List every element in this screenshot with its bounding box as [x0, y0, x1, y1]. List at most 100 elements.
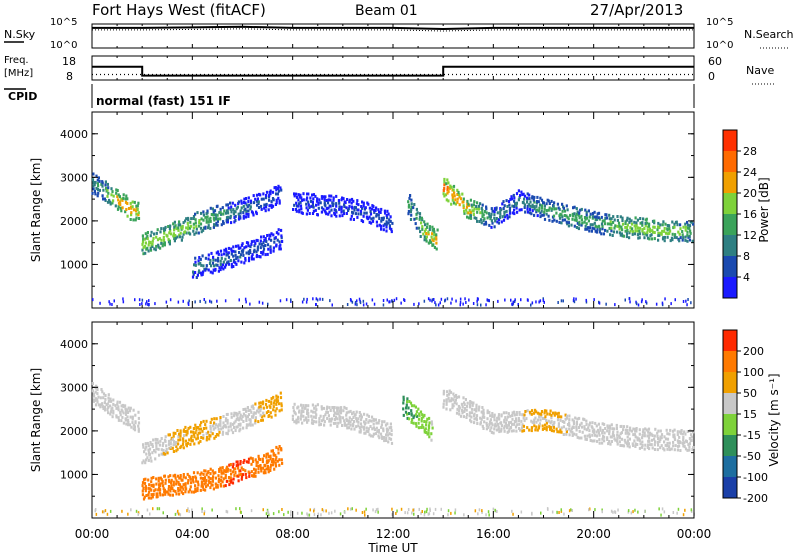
data-cell [107, 186, 110, 190]
data-cell [163, 474, 166, 478]
data-cell [513, 205, 516, 208]
data-cell [372, 205, 375, 208]
data-cell [391, 513, 393, 517]
data-cell [371, 219, 375, 223]
data-cell [350, 214, 353, 218]
data-cell [411, 418, 414, 422]
data-cell [247, 259, 251, 263]
data-cell [344, 201, 347, 205]
data-cell [202, 264, 205, 268]
data-cell [280, 404, 283, 408]
data-cell [207, 226, 210, 230]
data-cell [265, 452, 268, 456]
x-axis-label: Time UT [367, 541, 418, 554]
data-cell [672, 435, 675, 439]
data-cell [606, 436, 609, 440]
data-cell [560, 299, 563, 303]
data-cell [644, 509, 646, 513]
data-cell [644, 427, 647, 431]
data-cell [147, 448, 150, 452]
data-cell [162, 448, 165, 452]
data-cell [116, 207, 120, 211]
data-cell [227, 246, 230, 250]
data-cell [382, 299, 385, 302]
data-cell [502, 207, 505, 210]
data-cell [578, 211, 581, 215]
data-cell [137, 424, 140, 428]
data-cell [250, 240, 253, 244]
data-cell [199, 439, 202, 443]
data-cell [513, 212, 516, 216]
data-cell [205, 419, 208, 423]
data-cell [167, 487, 170, 491]
data-cell [233, 411, 236, 415]
data-cell [120, 197, 123, 201]
data-cell [186, 472, 189, 476]
data-cell [624, 298, 626, 302]
data-cell [326, 410, 329, 414]
data-cell [408, 196, 411, 200]
data-cell [141, 240, 145, 244]
data-cell [202, 213, 205, 217]
data-cell [278, 199, 281, 203]
data-cell [343, 205, 346, 209]
velocity-data-layer [91, 382, 695, 517]
data-cell [625, 442, 629, 446]
data-cell [193, 442, 196, 446]
data-cell [603, 439, 606, 443]
data-cell [154, 457, 157, 461]
data-cell [259, 246, 262, 250]
data-cell [474, 509, 477, 513]
data-cell [158, 486, 161, 490]
data-cell [205, 432, 208, 435]
data-cell [229, 259, 232, 262]
data-cell [233, 210, 236, 214]
data-cell [301, 211, 304, 215]
data-cell [250, 242, 253, 246]
data-cell [142, 443, 145, 447]
data-cell [391, 221, 394, 225]
data-cell [590, 229, 593, 233]
data-cell [515, 429, 518, 433]
data-cell [628, 445, 631, 449]
data-cell [647, 443, 650, 447]
data-cell [481, 424, 484, 428]
data-cell [254, 471, 257, 475]
data-cell [218, 469, 221, 473]
data-cell [298, 208, 301, 212]
data-cell [223, 469, 226, 473]
data-cell [109, 397, 112, 401]
data-cell [276, 192, 279, 196]
data-cell [523, 203, 526, 207]
data-cell [405, 403, 408, 407]
data-cell [249, 420, 252, 424]
cpid-mode-text: normal (fast) 151 IF [96, 94, 231, 108]
data-cell [150, 476, 153, 480]
data-cell [546, 412, 549, 416]
data-cell [378, 419, 381, 423]
data-cell [682, 225, 685, 229]
data-cell [443, 177, 446, 181]
data-cell [521, 423, 524, 427]
data-cell [213, 223, 216, 227]
data-cell [196, 436, 200, 440]
data-cell [94, 403, 98, 407]
data-cell [226, 218, 229, 222]
data-cell [382, 224, 385, 228]
data-cell [488, 420, 492, 424]
data-cell [209, 480, 212, 484]
data-cell [389, 215, 392, 219]
data-cell [278, 240, 281, 244]
data-cell [179, 434, 182, 438]
data-cell [249, 251, 252, 255]
data-cell [631, 227, 634, 231]
data-cell [673, 433, 676, 437]
data-cell [217, 433, 220, 437]
data-cell [630, 219, 633, 223]
data-cell [142, 445, 145, 449]
data-cell [488, 410, 491, 414]
data-cell [373, 428, 376, 432]
data-cell [333, 414, 336, 418]
data-cell [249, 418, 252, 422]
data-cell [145, 445, 148, 449]
